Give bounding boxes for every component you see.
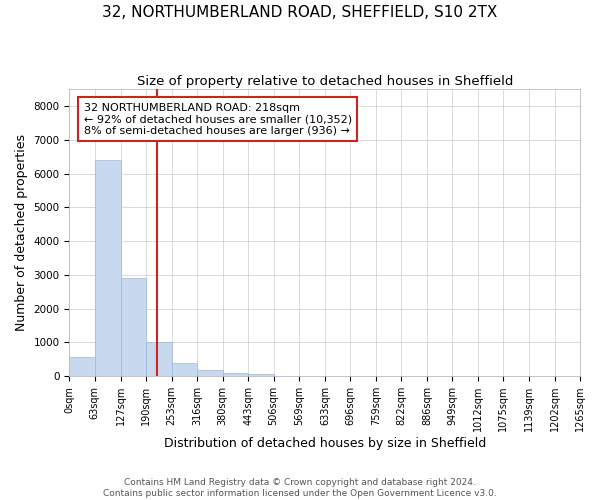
Bar bbox=[121, 278, 146, 376]
Y-axis label: Number of detached properties: Number of detached properties bbox=[15, 134, 28, 331]
Text: 32, NORTHUMBERLAND ROAD, SHEFFIELD, S10 2TX: 32, NORTHUMBERLAND ROAD, SHEFFIELD, S10 … bbox=[103, 5, 497, 20]
Title: Size of property relative to detached houses in Sheffield: Size of property relative to detached ho… bbox=[137, 75, 513, 88]
Bar bbox=[248, 374, 274, 376]
X-axis label: Distribution of detached houses by size in Sheffield: Distribution of detached houses by size … bbox=[164, 437, 486, 450]
Bar bbox=[223, 372, 248, 376]
Bar bbox=[146, 342, 172, 376]
Text: 32 NORTHUMBERLAND ROAD: 218sqm
← 92% of detached houses are smaller (10,352)
8% : 32 NORTHUMBERLAND ROAD: 218sqm ← 92% of … bbox=[83, 102, 352, 136]
Bar bbox=[197, 370, 223, 376]
Bar bbox=[172, 364, 197, 376]
Text: Contains HM Land Registry data © Crown copyright and database right 2024.
Contai: Contains HM Land Registry data © Crown c… bbox=[103, 478, 497, 498]
Bar bbox=[95, 160, 121, 376]
Bar bbox=[70, 357, 95, 376]
